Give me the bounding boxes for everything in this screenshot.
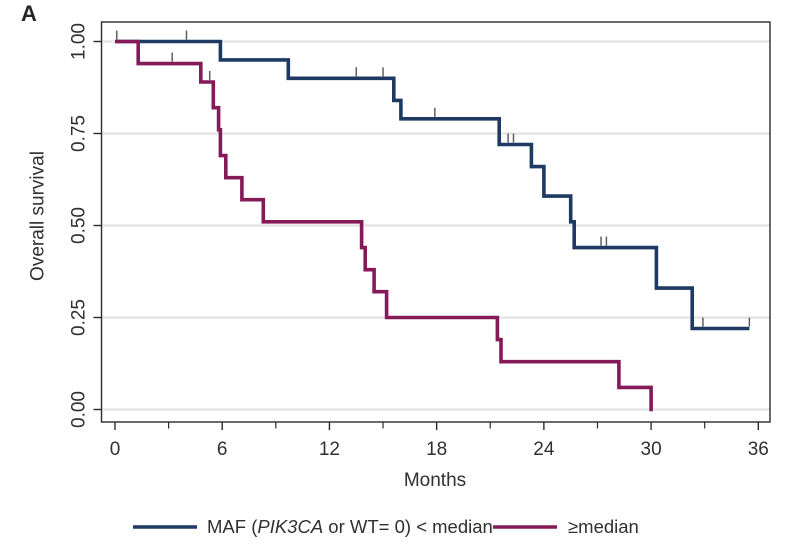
- gridlines: [101, 40, 770, 411]
- y-tick-label-0.25: 0.25: [69, 299, 90, 336]
- x-tick-label-18: 18: [426, 439, 447, 460]
- x-tick-label-0: 0: [110, 439, 121, 460]
- legend-label-gene-italic: PIK3CA: [257, 516, 323, 537]
- censor-marks: [116, 30, 751, 327]
- legend-label-maf-high: ≥median: [568, 516, 639, 537]
- x-tick-label-24: 24: [533, 439, 555, 460]
- x-tick-label-6: 6: [217, 439, 228, 460]
- survival-curve-low: [115, 39, 750, 331]
- legend: MAF (PIK3CA or WT= 0) < median ≥median: [133, 516, 639, 537]
- panel-label: A: [21, 1, 37, 26]
- x-axis-title: Months: [404, 470, 466, 491]
- survival-curves: [115, 39, 750, 412]
- axis-ticks: [93, 40, 759, 430]
- x-tick-label-36: 36: [748, 439, 769, 460]
- tick-labels: 1.00 0.75 0.50 0.25 0.00 0 6 12 18 24 30 36: [69, 23, 769, 460]
- x-tick-label-30: 30: [641, 439, 662, 460]
- y-axis-title: Overall survival: [28, 151, 49, 281]
- y-tick-label-0.75: 0.75: [69, 115, 90, 152]
- legend-label-suffix: or WT= 0) < median: [323, 516, 493, 537]
- x-tick-label-12: 12: [319, 439, 340, 460]
- legend-label-prefix: MAF (: [207, 516, 258, 537]
- legend-label-maf-low: MAF (PIK3CA or WT= 0) < median: [207, 516, 493, 537]
- survival-curve-high: [115, 39, 653, 412]
- y-tick-label-1.00: 1.00: [69, 23, 90, 60]
- plot-border: [100, 21, 771, 423]
- y-tick-label-0.50: 0.50: [69, 207, 90, 244]
- y-tick-label-0.00: 0.00: [69, 391, 90, 428]
